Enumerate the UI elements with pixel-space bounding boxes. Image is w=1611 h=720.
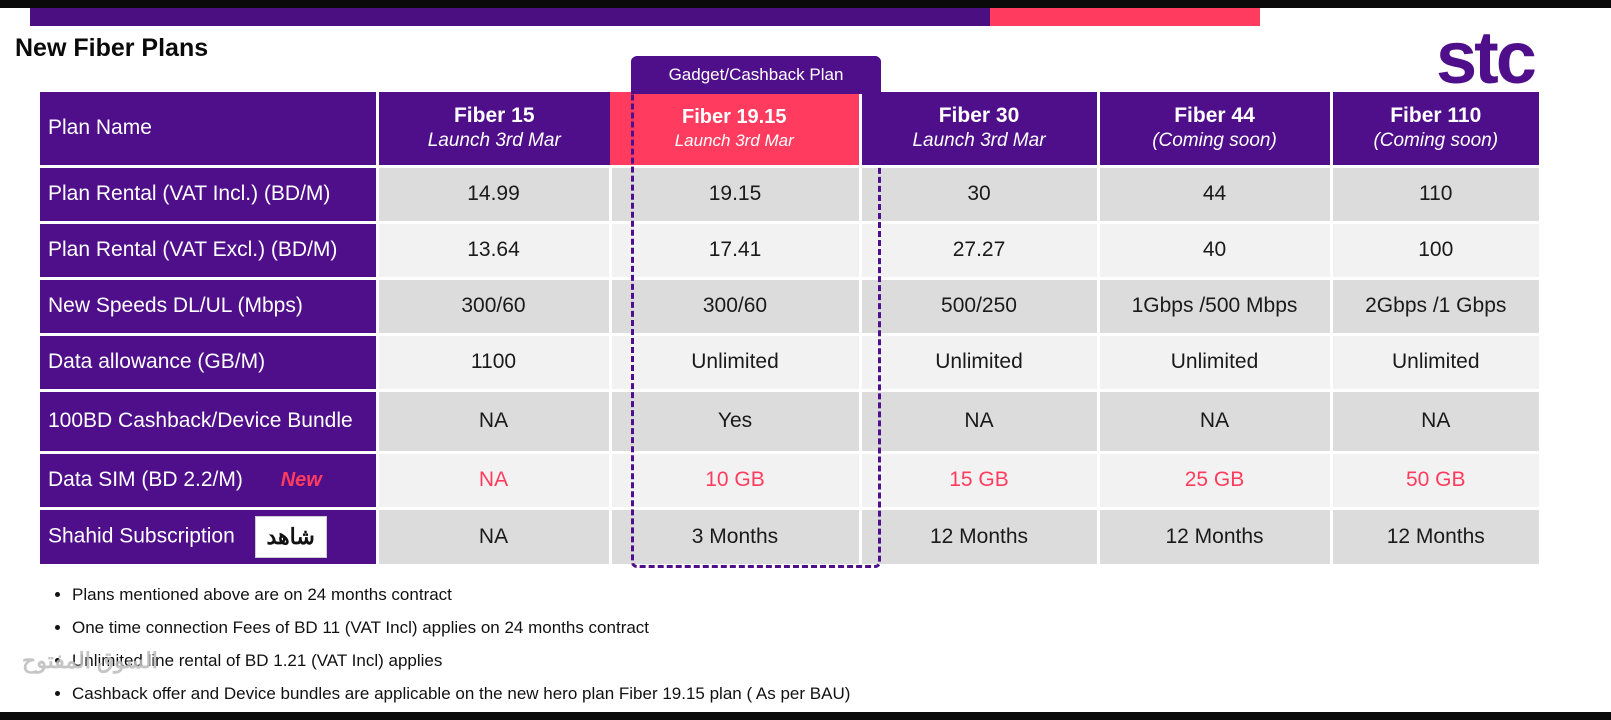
frame-top-border bbox=[0, 0, 1611, 8]
table-cell: NA bbox=[1329, 388, 1539, 452]
plan-name: Fiber 44 bbox=[1174, 104, 1255, 128]
table-cell: 500/250 bbox=[858, 276, 1098, 334]
table-cell: Unlimited bbox=[1096, 332, 1331, 390]
row-label-cell: Data SIM (BD 2.2/M) New bbox=[40, 450, 377, 508]
page-title: New Fiber Plans bbox=[15, 34, 209, 62]
table-cell: 25 GB bbox=[1096, 450, 1331, 508]
row-label: Shahid Subscription bbox=[48, 524, 235, 548]
row-label: New Speeds DL/UL (Mbps) bbox=[40, 276, 377, 334]
plan-header-fiber-110: Fiber 110 (Coming soon) bbox=[1329, 92, 1539, 166]
plan-launch: Launch 3rd Mar bbox=[427, 130, 561, 152]
table-header-row: Plan Name Fiber 15 Launch 3rd Mar Fiber … bbox=[40, 92, 1539, 166]
gadget-cashback-label: Gadget/Cashback Plan bbox=[631, 56, 881, 94]
row-label-cell: Shahid Subscription شاهد bbox=[40, 506, 377, 564]
table-row: Data allowance (GB/M) 1100 Unlimited Unl… bbox=[40, 332, 1539, 390]
footnotes-list: Plans mentioned above are on 24 months c… bbox=[52, 578, 850, 710]
plan-header-fiber-15: Fiber 15 Launch 3rd Mar bbox=[375, 92, 610, 166]
plan-name: Fiber 15 bbox=[453, 104, 535, 128]
table-cell: NA bbox=[375, 450, 610, 508]
table-cell: 12 Months bbox=[1096, 506, 1331, 564]
header-bar-purple bbox=[30, 8, 990, 26]
table-cell: 30 bbox=[858, 164, 1098, 222]
stc-logo: stc bbox=[1436, 16, 1537, 99]
table-row: New Speeds DL/UL (Mbps) 300/60 300/60 50… bbox=[40, 276, 1539, 334]
table-cell: 12 Months bbox=[858, 506, 1098, 564]
table-cell: 40 bbox=[1096, 220, 1331, 278]
table-cell: 1Gbps /500 Mbps bbox=[1096, 276, 1331, 334]
row-label: Data SIM (BD 2.2/M) bbox=[48, 468, 243, 491]
table-cell: NA bbox=[375, 506, 610, 564]
plan-status: (Coming soon) bbox=[1152, 130, 1277, 152]
plan-name: Fiber 30 bbox=[938, 104, 1020, 128]
table-cell: 15 GB bbox=[858, 450, 1098, 508]
table-cell: 17.41 bbox=[608, 220, 860, 278]
header-plan-name: Plan Name bbox=[40, 92, 377, 166]
table-cell: 3 Months bbox=[608, 506, 860, 564]
table-row: Data SIM (BD 2.2/M) New NA 10 GB 15 GB 2… bbox=[40, 450, 1539, 508]
table-cell: NA bbox=[1096, 388, 1331, 452]
table-cell: 300/60 bbox=[608, 276, 860, 334]
frame-bottom-border bbox=[0, 712, 1611, 720]
watermark: السوق المفتوح bbox=[22, 648, 158, 673]
table-cell: 14.99 bbox=[375, 164, 610, 222]
plan-name: Fiber 110 bbox=[1390, 104, 1482, 128]
table-row: Plan Rental (VAT Incl.) (BD/M) 14.99 19.… bbox=[40, 164, 1539, 222]
plan-header-fiber-30: Fiber 30 Launch 3rd Mar bbox=[858, 92, 1098, 166]
plan-launch: Launch 3rd Mar bbox=[912, 130, 1046, 152]
table-cell: 300/60 bbox=[375, 276, 610, 334]
footnote: Plans mentioned above are on 24 months c… bbox=[72, 578, 850, 611]
table-cell: 10 GB bbox=[608, 450, 860, 508]
row-label: Data allowance (GB/M) bbox=[40, 332, 377, 390]
row-label: Plan Rental (VAT Excl.) (BD/M) bbox=[40, 220, 377, 278]
shahid-logo: شاهد bbox=[254, 515, 327, 558]
table-cell: 27.27 bbox=[858, 220, 1098, 278]
footnote: Cashback offer and Device bundles are ap… bbox=[72, 677, 850, 710]
table-cell: 1100 bbox=[375, 332, 610, 390]
table-cell: Yes bbox=[608, 388, 860, 452]
table-cell: 12 Months bbox=[1329, 506, 1539, 564]
table-cell: 50 GB bbox=[1329, 450, 1539, 508]
row-label: Plan Rental (VAT Incl.) (BD/M) bbox=[40, 164, 377, 222]
plan-status: (Coming soon) bbox=[1373, 130, 1499, 152]
table-cell: 19.15 bbox=[608, 164, 860, 222]
plan-header-fiber-44: Fiber 44 (Coming soon) bbox=[1096, 92, 1331, 166]
table-cell: 13.64 bbox=[375, 220, 610, 278]
table-cell: 44 bbox=[1096, 164, 1331, 222]
table-cell: NA bbox=[858, 388, 1098, 452]
table-cell: Unlimited bbox=[858, 332, 1098, 390]
table-row: Shahid Subscription شاهد NA 3 Months 12 … bbox=[40, 506, 1539, 564]
table-cell: 100 bbox=[1329, 220, 1539, 278]
header-bar-pink bbox=[990, 8, 1260, 26]
table-cell: Unlimited bbox=[1329, 332, 1539, 390]
footnote: One time connection Fees of BD 11 (VAT I… bbox=[72, 611, 850, 644]
footnote: Unlimited line rental of BD 1.21 (VAT In… bbox=[72, 644, 850, 677]
table-cell: 2Gbps /1 Gbps bbox=[1329, 276, 1539, 334]
table-row: 100BD Cashback/Device Bundle NA Yes NA N… bbox=[40, 388, 1539, 452]
table-cell: Unlimited bbox=[608, 332, 860, 390]
table-cell: 110 bbox=[1329, 164, 1539, 222]
row-label: 100BD Cashback/Device Bundle bbox=[40, 388, 377, 452]
table-row: Plan Rental (VAT Excl.) (BD/M) 13.64 17.… bbox=[40, 220, 1539, 278]
plan-name: Fiber 19.15 bbox=[681, 105, 787, 128]
plan-header-fiber-19-15: Fiber 19.15 Launch 3rd Mar bbox=[610, 92, 860, 166]
new-badge: New bbox=[280, 469, 322, 491]
plan-launch: Launch 3rd Mar bbox=[674, 130, 794, 150]
fiber-plans-table: Plan Name Fiber 15 Launch 3rd Mar Fiber … bbox=[40, 92, 1539, 564]
table-cell: NA bbox=[375, 388, 610, 452]
